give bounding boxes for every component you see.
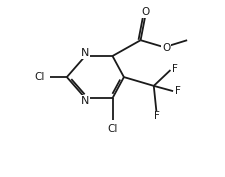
Text: Cl: Cl xyxy=(107,124,118,134)
Text: Cl: Cl xyxy=(34,72,45,82)
Text: N: N xyxy=(81,48,90,58)
Text: F: F xyxy=(154,111,160,121)
Text: F: F xyxy=(175,86,180,96)
Text: O: O xyxy=(142,7,150,17)
Text: N: N xyxy=(81,96,90,106)
Text: F: F xyxy=(172,64,178,74)
Text: O: O xyxy=(162,43,170,53)
